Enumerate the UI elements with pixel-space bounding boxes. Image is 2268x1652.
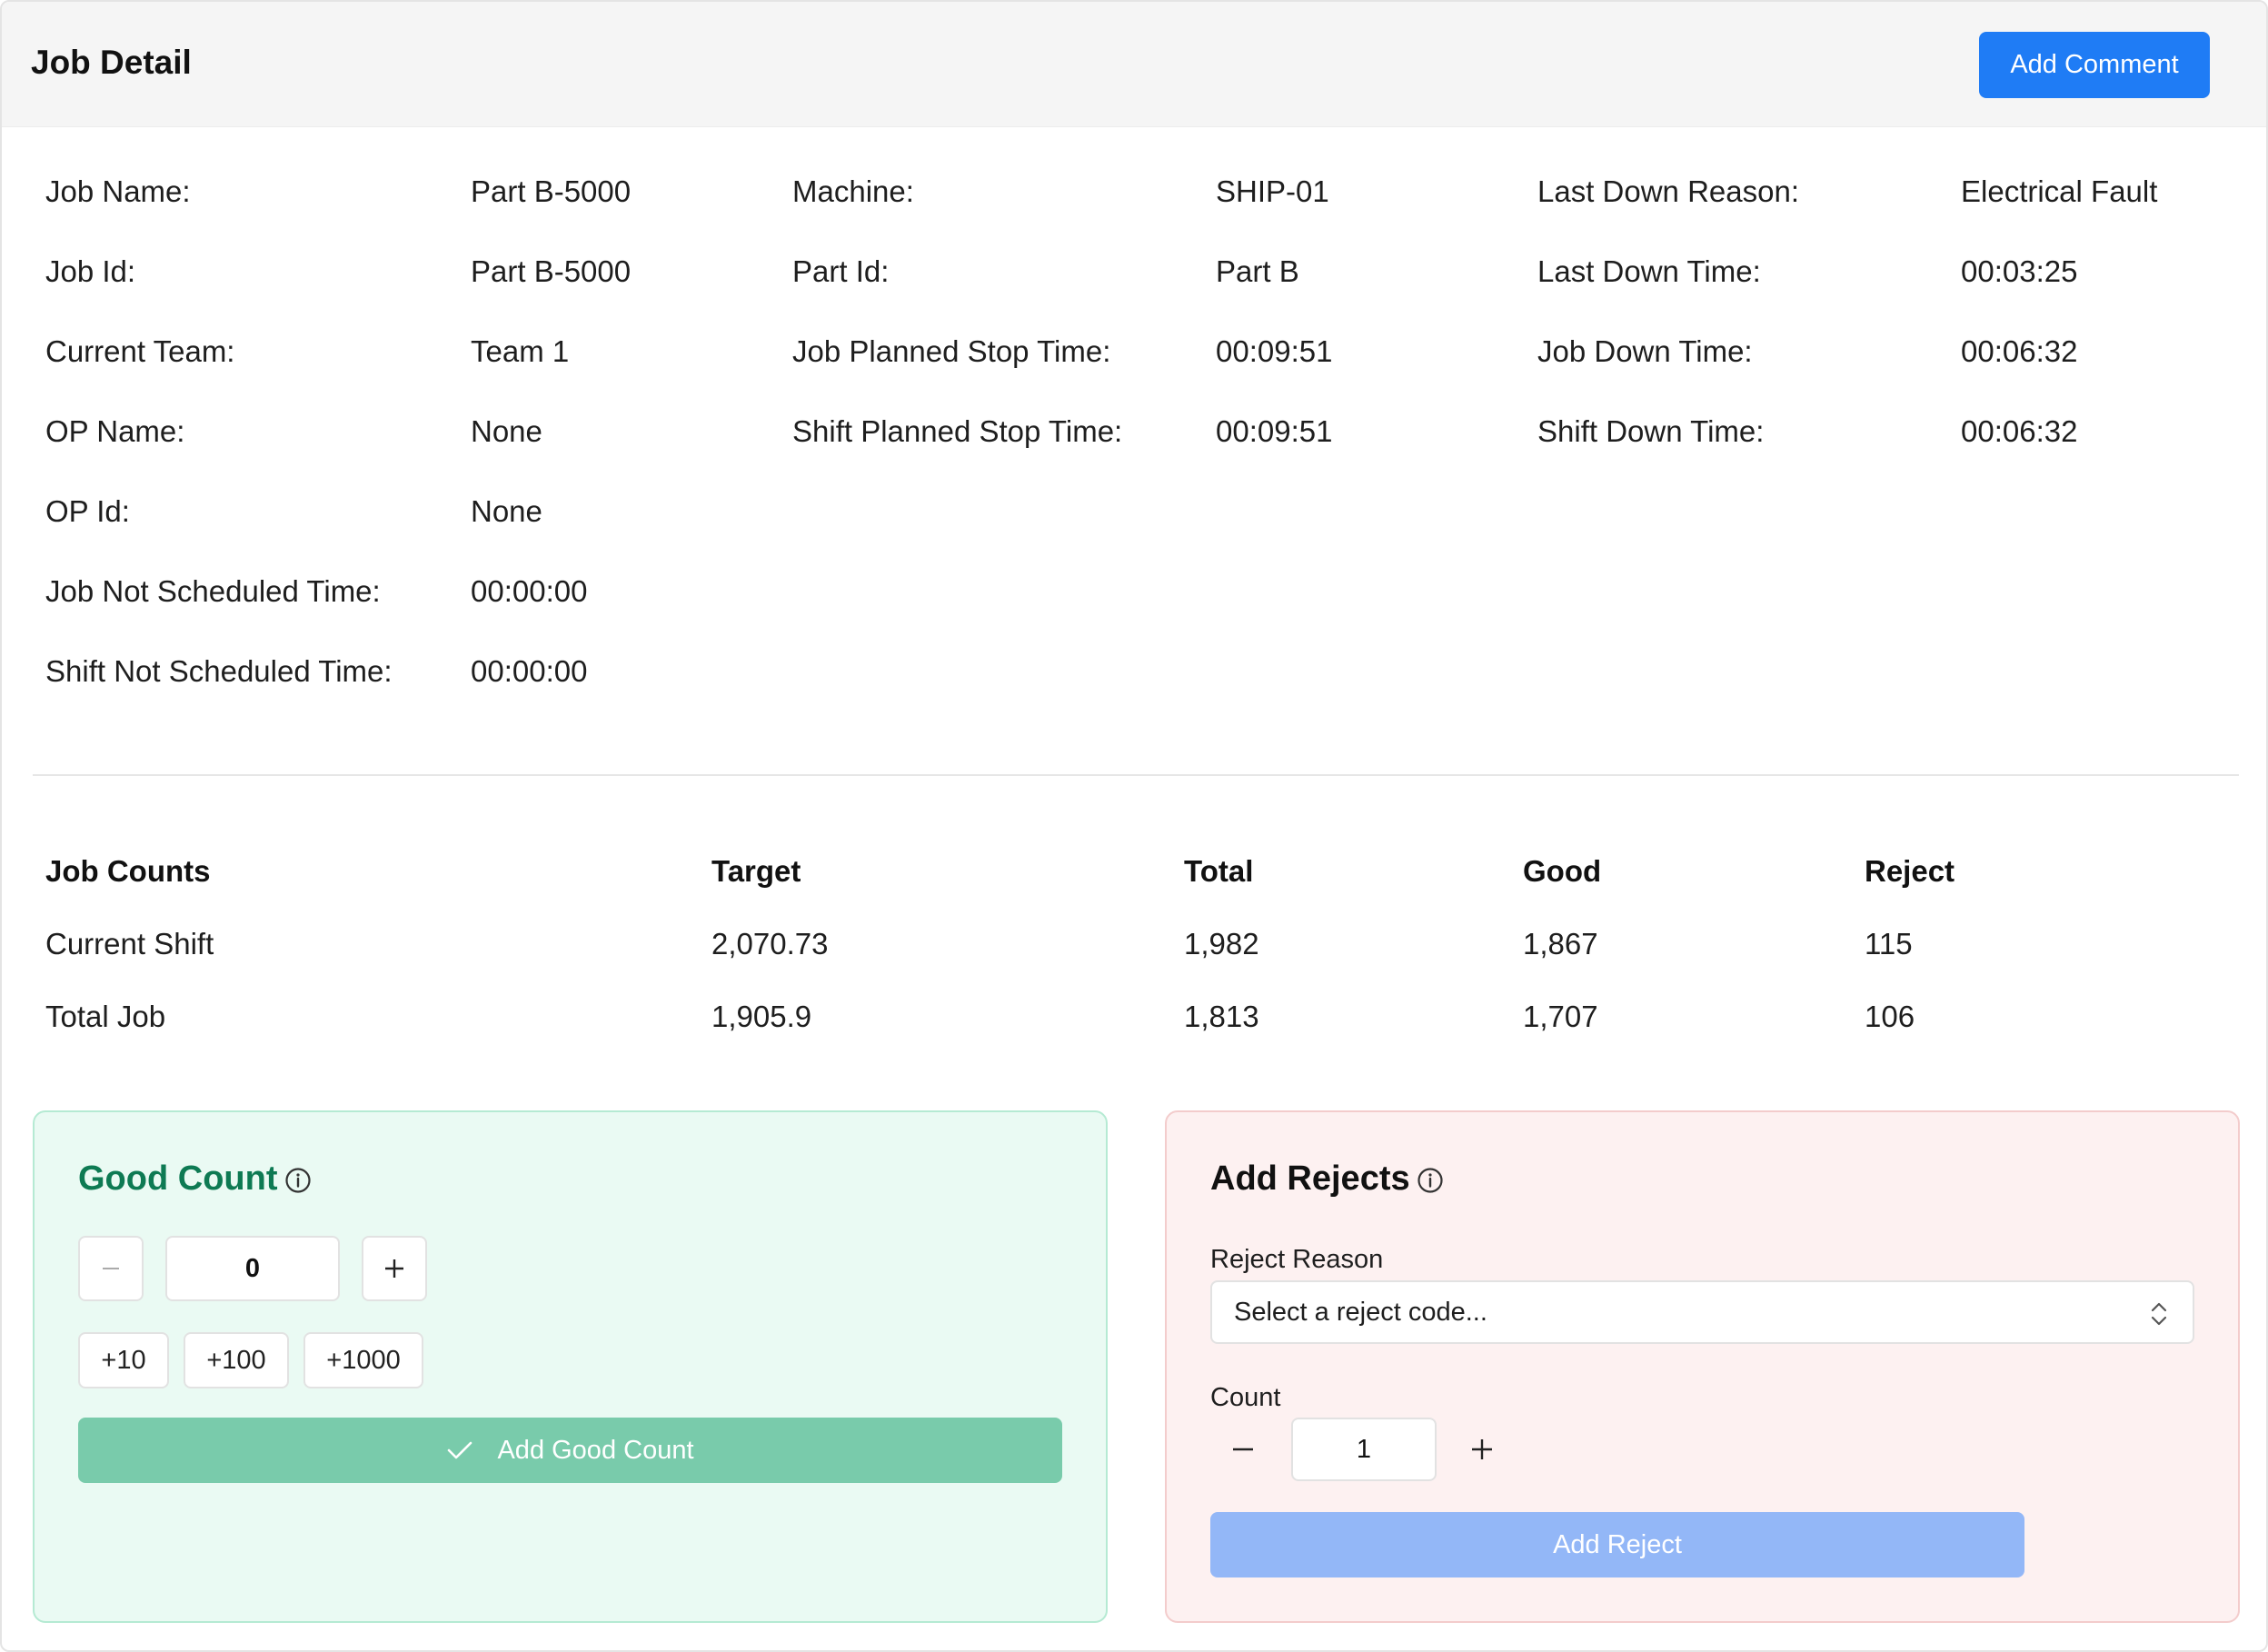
plus-icon [385, 1259, 403, 1278]
reject-reason-select[interactable]: Select a reject code... [1210, 1280, 2194, 1344]
job-not-scheduled-time-label: Job Not Scheduled Time: [45, 574, 381, 608]
shift-down-time-value: 00:06:32 [1961, 414, 2078, 448]
shift-not-scheduled-time-label: Shift Not Scheduled Time: [45, 654, 393, 688]
reject-count-label: Count [1210, 1383, 1281, 1412]
job-name-value: Part B-5000 [471, 174, 632, 208]
add-rejects-title: Add Rejects [1210, 1159, 1410, 1198]
reject-reason-placeholder: Select a reject code... [1234, 1298, 1487, 1327]
job-planned-stop-time-label: Job Planned Stop Time: [792, 334, 1111, 368]
shift-down-time-label: Shift Down Time: [1537, 414, 1765, 448]
reject-count-decrement-button[interactable] [1219, 1426, 1267, 1473]
counts-header-good: Good [1523, 854, 1602, 888]
total-job-target: 1,905.9 [711, 1000, 812, 1033]
machine-value: SHIP-01 [1216, 174, 1329, 208]
op-id-label: OP Id: [45, 494, 130, 528]
counts-header-reject: Reject [1865, 854, 1955, 888]
last-down-reason-value: Electrical Fault [1961, 174, 2158, 208]
minus-icon [1233, 1448, 1253, 1451]
good-count-increment-button[interactable] [362, 1236, 427, 1301]
table-row-total-job-label: Total Job [45, 1000, 166, 1033]
add-good-count-label: Add Good Count [497, 1435, 694, 1465]
reject-count-increment-button[interactable] [1458, 1426, 1506, 1473]
good-count-decrement-button[interactable] [78, 1236, 144, 1301]
select-caret-icon [2151, 1302, 2167, 1326]
machine-label: Machine: [792, 174, 914, 208]
shift-not-scheduled-time-value: 00:00:00 [471, 654, 588, 688]
reject-count-input[interactable]: 1 [1291, 1418, 1437, 1481]
part-id-value: Part B [1216, 254, 1299, 288]
job-down-time-value: 00:06:32 [1961, 334, 2078, 368]
last-down-time-value: 00:03:25 [1961, 254, 2078, 288]
shift-planned-stop-time-value: 00:09:51 [1216, 414, 1333, 448]
good-count-title: Good Count [78, 1159, 278, 1198]
current-shift-reject: 115 [1865, 927, 1913, 960]
info-icon[interactable] [284, 1167, 312, 1194]
counts-header-total: Total [1184, 854, 1254, 888]
table-row-current-shift-label: Current Shift [45, 927, 214, 960]
last-down-time-label: Last Down Time: [1537, 254, 1761, 288]
add-10-button[interactable]: +10 [78, 1332, 169, 1388]
shift-planned-stop-time-label: Shift Planned Stop Time: [792, 414, 1123, 448]
page-title: Job Detail [31, 44, 192, 81]
add-comment-button[interactable]: Add Comment [1979, 32, 2210, 98]
total-job-total: 1,813 [1184, 1000, 1259, 1033]
total-job-good: 1,707 [1523, 1000, 1598, 1033]
counts-header-label: Job Counts [45, 854, 211, 888]
job-not-scheduled-time-value: 00:00:00 [471, 574, 588, 608]
op-name-value: None [471, 414, 542, 448]
current-team-label: Current Team: [45, 334, 235, 368]
op-name-label: OP Name: [45, 414, 185, 448]
current-shift-total: 1,982 [1184, 927, 1259, 960]
current-team-value: Team 1 [471, 334, 570, 368]
job-down-time-label: Job Down Time: [1537, 334, 1753, 368]
add-good-count-button[interactable]: Add Good Count [78, 1418, 1062, 1483]
part-id-label: Part Id: [792, 254, 890, 288]
minus-icon [103, 1268, 119, 1269]
add-1000-button[interactable]: +1000 [303, 1332, 423, 1388]
job-name-label: Job Name: [45, 174, 191, 208]
add-100-button[interactable]: +100 [184, 1332, 289, 1388]
current-shift-good: 1,867 [1523, 927, 1598, 960]
good-count-input[interactable]: 0 [165, 1236, 340, 1301]
counts-header-target: Target [711, 854, 801, 888]
job-id-label: Job Id: [45, 254, 136, 288]
section-divider [33, 774, 2239, 776]
current-shift-target: 2,070.73 [711, 927, 829, 960]
job-planned-stop-time-value: 00:09:51 [1216, 334, 1333, 368]
add-reject-button[interactable]: Add Reject [1210, 1512, 2024, 1577]
op-id-value: None [471, 494, 542, 528]
job-id-value: Part B-5000 [471, 254, 632, 288]
reject-reason-label: Reject Reason [1210, 1245, 1384, 1274]
header-bar: Job Detail Add Comment [2, 2, 2266, 127]
plus-icon [1472, 1439, 1492, 1459]
last-down-reason-label: Last Down Reason: [1537, 174, 1799, 208]
info-icon[interactable] [1417, 1167, 1444, 1194]
check-icon [448, 1441, 472, 1459]
total-job-reject: 106 [1865, 1000, 1915, 1033]
